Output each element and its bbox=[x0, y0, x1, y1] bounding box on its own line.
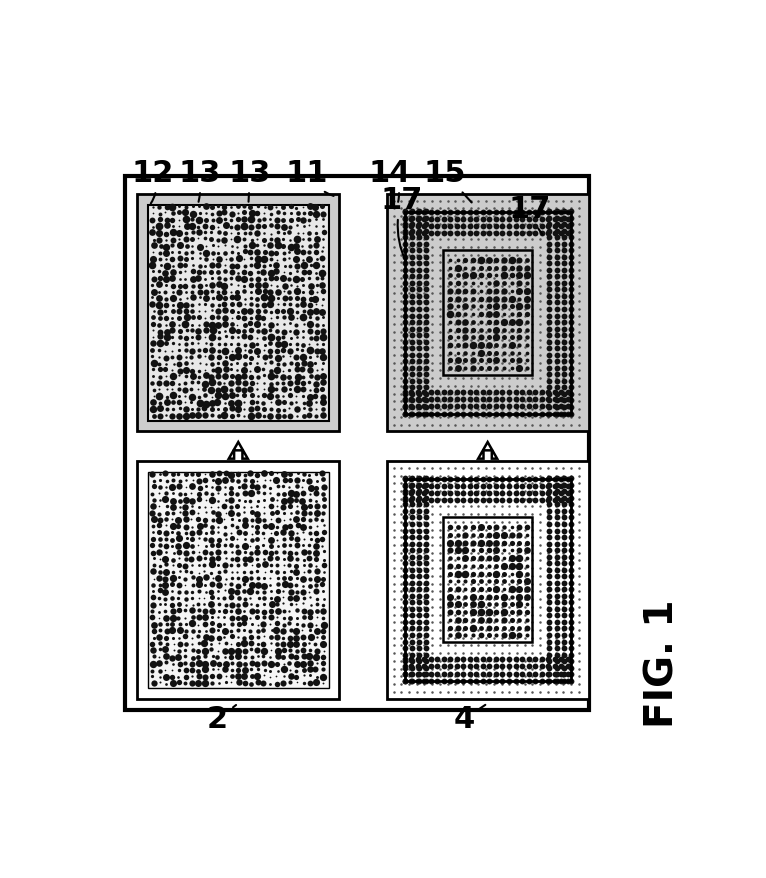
Text: 13: 13 bbox=[229, 159, 271, 202]
Text: 17: 17 bbox=[508, 194, 550, 234]
Text: 13: 13 bbox=[178, 159, 221, 202]
Bar bbox=[387, 194, 588, 431]
Bar bbox=[148, 471, 329, 688]
Bar bbox=[148, 205, 329, 421]
Bar bbox=[137, 461, 339, 699]
Bar bbox=[443, 250, 532, 375]
Bar bbox=[126, 176, 588, 710]
Bar bbox=[137, 194, 339, 431]
Text: 12: 12 bbox=[132, 159, 174, 204]
Text: 4: 4 bbox=[453, 705, 485, 734]
FancyArrow shape bbox=[478, 443, 497, 459]
Text: FIG. 1: FIG. 1 bbox=[643, 599, 682, 727]
Text: 17: 17 bbox=[380, 185, 423, 263]
Text: 11: 11 bbox=[285, 159, 333, 196]
FancyArrow shape bbox=[229, 443, 247, 459]
Text: 2: 2 bbox=[207, 705, 236, 734]
Bar bbox=[387, 461, 588, 699]
Text: 15: 15 bbox=[424, 159, 472, 203]
Bar bbox=[404, 212, 571, 414]
Bar bbox=[404, 479, 571, 680]
Bar bbox=[443, 517, 532, 642]
Text: 14: 14 bbox=[368, 159, 411, 202]
